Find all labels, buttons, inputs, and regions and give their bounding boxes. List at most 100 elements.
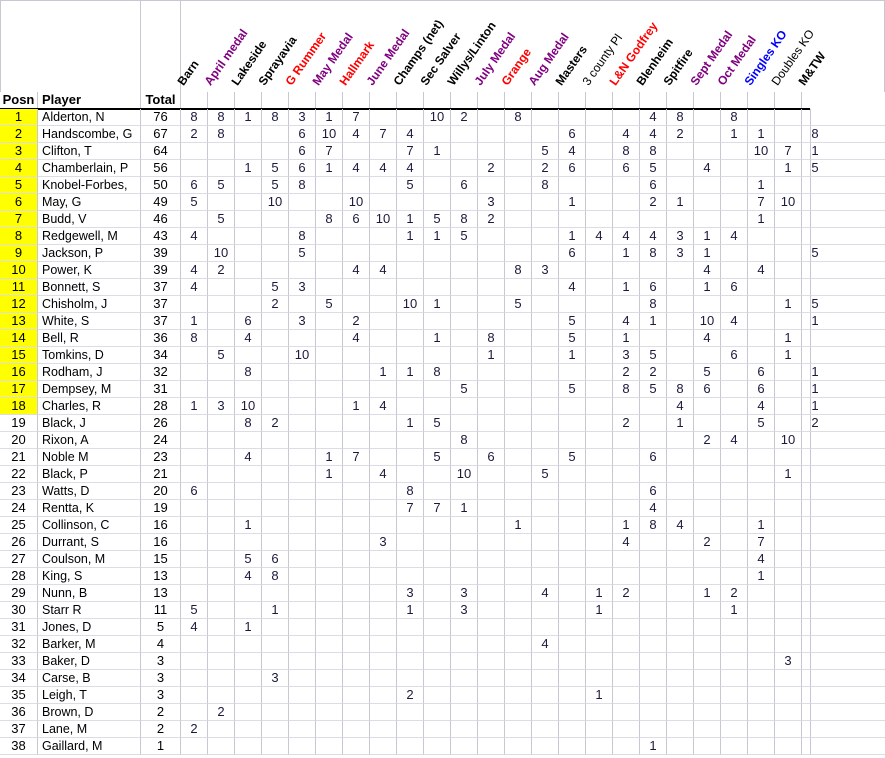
cell-score[interactable]: 2 (612, 364, 639, 381)
cell-score[interactable] (720, 704, 747, 721)
cell-score[interactable] (423, 194, 450, 211)
cell-score[interactable] (234, 653, 261, 670)
cell-score[interactable] (342, 517, 369, 534)
cell-score[interactable]: 5 (180, 194, 207, 211)
cell-score[interactable] (315, 517, 342, 534)
cell-score[interactable] (423, 126, 450, 143)
cell-score[interactable] (477, 738, 504, 755)
cell-score[interactable] (531, 194, 558, 211)
cell-score[interactable] (423, 432, 450, 449)
cell-trailing-blank[interactable] (810, 585, 885, 602)
cell-score[interactable]: 10 (396, 296, 423, 313)
cell-score[interactable] (531, 126, 558, 143)
cell-score[interactable]: 8 (288, 177, 315, 194)
cell-player-name[interactable]: Budd, V (37, 211, 140, 228)
cell-score[interactable] (315, 721, 342, 738)
cell-score[interactable] (261, 432, 288, 449)
cell-score[interactable] (234, 194, 261, 211)
cell-score[interactable] (666, 483, 693, 500)
cell-score[interactable]: 4 (342, 160, 369, 177)
cell-score[interactable]: 2 (450, 109, 477, 126)
cell-score[interactable] (423, 704, 450, 721)
cell-score[interactable] (369, 585, 396, 602)
cell-score[interactable] (666, 704, 693, 721)
cell-score[interactable] (639, 636, 666, 653)
cell-score[interactable]: 2 (612, 415, 639, 432)
cell-score[interactable] (531, 296, 558, 313)
cell-score[interactable] (585, 670, 612, 687)
cell-score[interactable] (774, 449, 801, 466)
cell-score[interactable] (207, 517, 234, 534)
cell-score[interactable] (504, 211, 531, 228)
cell-score[interactable]: 10 (315, 126, 342, 143)
cell-score[interactable]: 1 (342, 398, 369, 415)
cell-score[interactable] (342, 432, 369, 449)
cell-score[interactable] (396, 670, 423, 687)
cell-score[interactable] (315, 568, 342, 585)
cell-score[interactable] (315, 738, 342, 755)
cell-score[interactable] (693, 177, 720, 194)
cell-total[interactable]: 21 (140, 466, 180, 483)
cell-score[interactable]: 1 (585, 687, 612, 704)
cell-score[interactable] (585, 534, 612, 551)
cell-score[interactable] (342, 687, 369, 704)
cell-total[interactable]: 13 (140, 585, 180, 602)
cell-score[interactable] (207, 534, 234, 551)
cell-score[interactable] (207, 364, 234, 381)
cell-score[interactable] (207, 687, 234, 704)
table-row[interactable]: 2 Handscombe, G 67 2 8 6 10 4 7 4 6 4 4 2 1 1 8 (0, 126, 885, 143)
cell-score[interactable] (585, 738, 612, 755)
cell-score[interactable] (342, 500, 369, 517)
cell-score[interactable] (747, 738, 774, 755)
cell-trailing-blank[interactable] (810, 704, 885, 721)
cell-score[interactable] (585, 279, 612, 296)
cell-score[interactable] (234, 245, 261, 262)
cell-score[interactable]: 10 (774, 194, 801, 211)
cell-score[interactable]: 8 (261, 568, 288, 585)
cell-trailing-blank[interactable] (810, 517, 885, 534)
cell-score[interactable] (234, 143, 261, 160)
cell-score[interactable] (450, 636, 477, 653)
cell-score[interactable] (504, 126, 531, 143)
cell-score[interactable] (396, 449, 423, 466)
cell-player-name[interactable]: Watts, D (37, 483, 140, 500)
cell-position[interactable]: 2 (0, 126, 37, 143)
cell-score[interactable] (531, 653, 558, 670)
cell-score[interactable]: 2 (639, 194, 666, 211)
cell-score[interactable] (774, 245, 801, 262)
cell-score[interactable]: 2 (180, 126, 207, 143)
cell-score[interactable]: 10 (774, 432, 801, 449)
cell-score[interactable] (666, 568, 693, 585)
column-header-barn[interactable]: Barn (174, 57, 202, 88)
cell-score[interactable] (477, 143, 504, 160)
cell-score[interactable]: 3 (261, 670, 288, 687)
cell-total[interactable]: 49 (140, 194, 180, 211)
cell-score[interactable]: 4 (639, 126, 666, 143)
cell-score[interactable]: 1 (369, 364, 396, 381)
cell-score[interactable]: 4 (558, 143, 585, 160)
cell-score[interactable] (720, 738, 747, 755)
cell-trailing-blank[interactable] (810, 160, 885, 177)
cell-score[interactable] (639, 721, 666, 738)
cell-position[interactable]: 25 (0, 517, 37, 534)
cell-score[interactable] (477, 636, 504, 653)
cell-score[interactable] (288, 194, 315, 211)
cell-score[interactable]: 1 (774, 330, 801, 347)
cell-player-name[interactable]: Black, P (37, 466, 140, 483)
cell-score[interactable] (774, 109, 801, 126)
cell-score[interactable] (477, 245, 504, 262)
cell-score[interactable] (585, 330, 612, 347)
cell-score[interactable] (693, 296, 720, 313)
cell-score[interactable]: 1 (180, 398, 207, 415)
cell-score[interactable]: 10 (747, 143, 774, 160)
cell-score[interactable] (558, 177, 585, 194)
cell-score[interactable] (747, 619, 774, 636)
cell-score[interactable] (477, 483, 504, 500)
cell-score[interactable] (585, 568, 612, 585)
cell-score[interactable]: 6 (747, 364, 774, 381)
cell-score[interactable] (234, 721, 261, 738)
cell-position[interactable]: 22 (0, 466, 37, 483)
cell-score[interactable] (315, 262, 342, 279)
cell-score[interactable]: 4 (342, 262, 369, 279)
cell-score[interactable]: 1 (720, 126, 747, 143)
